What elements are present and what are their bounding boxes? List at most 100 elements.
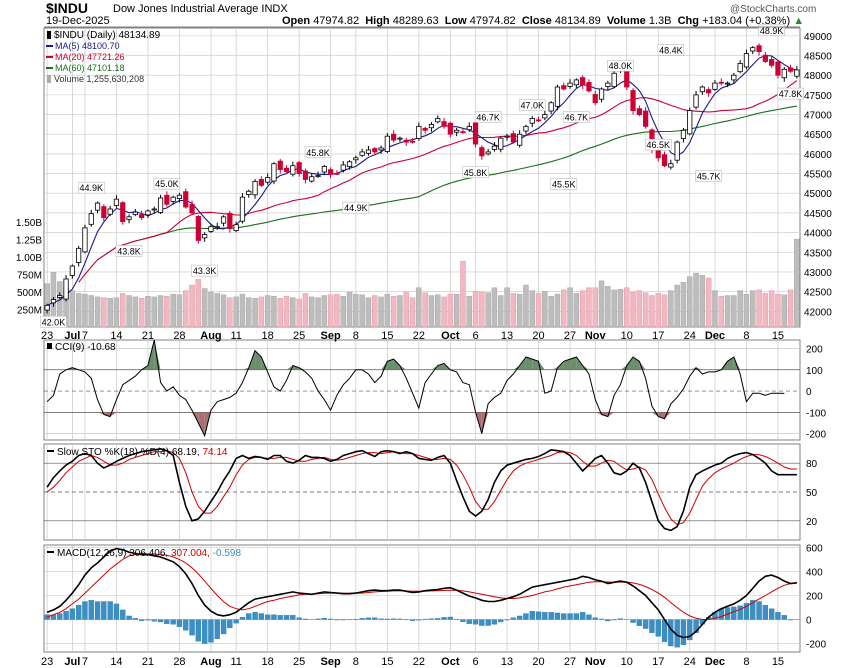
legend-ma: MA(60) 47101.18 <box>55 63 125 73</box>
candle-body <box>573 79 579 86</box>
volume-bar <box>775 293 781 328</box>
macd-histogram-bar <box>680 619 687 645</box>
macd-histogram-bar <box>523 613 529 620</box>
cci-fill <box>431 365 438 370</box>
x-axis-label-bottom: 27 <box>564 656 576 668</box>
x-axis-label-bottom: Jul <box>64 656 80 668</box>
candle-body <box>643 110 649 127</box>
volume-bar <box>195 279 202 328</box>
volume-bar <box>271 296 277 328</box>
macd-histogram-bar <box>630 619 636 623</box>
candle-body <box>397 137 403 140</box>
candle-body <box>712 82 718 90</box>
volume-bar <box>138 298 145 328</box>
macd-histogram-bar <box>787 619 794 621</box>
macd-histogram-bar <box>498 619 504 623</box>
open-label: Open <box>282 15 311 27</box>
x-axis-label: 13 <box>501 330 513 342</box>
candle-body <box>454 129 460 133</box>
price-axis-tick: 46000 <box>804 150 832 161</box>
ohlc-summary: Open 47974.82 High 48289.63 Low 47974.82… <box>282 15 804 27</box>
macd-histogram-bar <box>321 617 328 620</box>
volume-bar <box>378 296 384 328</box>
candle-body <box>743 53 750 68</box>
volume-bar <box>636 290 643 328</box>
cci-fill <box>103 412 111 417</box>
volume-bar <box>680 282 687 328</box>
candle-body <box>183 191 189 208</box>
price-label: 47.0K <box>520 101 544 111</box>
x-axis-label-bottom: 22 <box>413 656 425 668</box>
candle-body <box>479 147 485 157</box>
volume-bar <box>435 294 441 328</box>
candle-body <box>693 94 699 108</box>
candle-body <box>523 125 529 132</box>
x-axis-label-bottom: 17 <box>652 656 664 668</box>
index-name: Dow Jones Industrial Average INDX <box>113 3 288 15</box>
price-label-box <box>304 146 332 159</box>
x-axis-label: 23 <box>41 330 53 342</box>
candle-body <box>239 196 246 222</box>
price-label-box <box>644 138 672 151</box>
candle-body <box>315 175 321 177</box>
volume-bar <box>718 296 724 328</box>
cci-fill <box>639 361 646 370</box>
sto-axis-tick: 80 <box>806 459 818 470</box>
price-label: 45.8K <box>464 168 488 178</box>
candle-body <box>485 151 491 155</box>
candle-body <box>630 90 636 112</box>
candle-body <box>422 127 428 131</box>
macd-histogram-bar <box>743 603 750 620</box>
candle-body <box>498 137 504 150</box>
price-label-box <box>115 245 143 257</box>
volume-bar <box>787 289 794 328</box>
price-axis-tick: 43000 <box>804 268 832 279</box>
x-axis-label-bottom: 7 <box>82 656 88 668</box>
macd-axis-tick: 200 <box>806 591 823 602</box>
candle-body <box>88 213 94 225</box>
candle-body <box>189 204 195 214</box>
macd-histogram-bar <box>195 619 202 642</box>
macd-histogram-bar <box>246 613 252 620</box>
candle-body <box>132 211 138 216</box>
legend-volume-icon <box>47 75 51 83</box>
candle-body <box>120 202 126 222</box>
volume-bar <box>731 295 737 328</box>
macd-histogram-bar <box>485 619 491 626</box>
macd-histogram-bar <box>535 611 542 620</box>
volume-bar <box>762 293 769 328</box>
volume-bar <box>712 290 718 328</box>
price-label: 44.9K <box>344 203 368 213</box>
ticker-symbol: $INDU <box>46 0 89 16</box>
candle-body <box>107 208 113 215</box>
price-label: 43.3K <box>193 266 217 276</box>
sto-d-value: 74.14 <box>202 447 227 458</box>
price-label-box <box>77 181 105 194</box>
x-axis-label: 25 <box>293 330 305 342</box>
macd-histogram-bar <box>233 619 239 624</box>
volume-bar <box>126 295 132 328</box>
volume-bar <box>554 293 561 328</box>
macd-histogram-bar <box>378 618 384 620</box>
volume-bar <box>781 294 787 328</box>
cci-legend: CCI(9) -10.68 <box>55 342 116 353</box>
volume-bar <box>340 296 346 328</box>
price-label-box <box>40 315 67 328</box>
price-label-box <box>758 24 785 37</box>
low-value: 47974.82 <box>469 15 516 27</box>
macd-pane-frame <box>43 544 801 653</box>
price-label: 45.8K <box>306 148 330 158</box>
x-axis-label: 6 <box>472 330 478 342</box>
candle-body <box>611 72 617 88</box>
macd-histogram-bar <box>466 619 472 624</box>
candle-body <box>605 82 611 87</box>
high-label: High <box>365 15 390 27</box>
up-arrow-icon: ▲ <box>793 15 805 27</box>
volume-bar <box>750 290 756 328</box>
cci-fill <box>97 412 104 415</box>
macd-histogram-bar <box>516 615 523 620</box>
volume-bar <box>403 291 409 328</box>
candle-body <box>214 226 220 229</box>
volume-bar <box>743 293 750 328</box>
volume-bar <box>516 293 523 328</box>
